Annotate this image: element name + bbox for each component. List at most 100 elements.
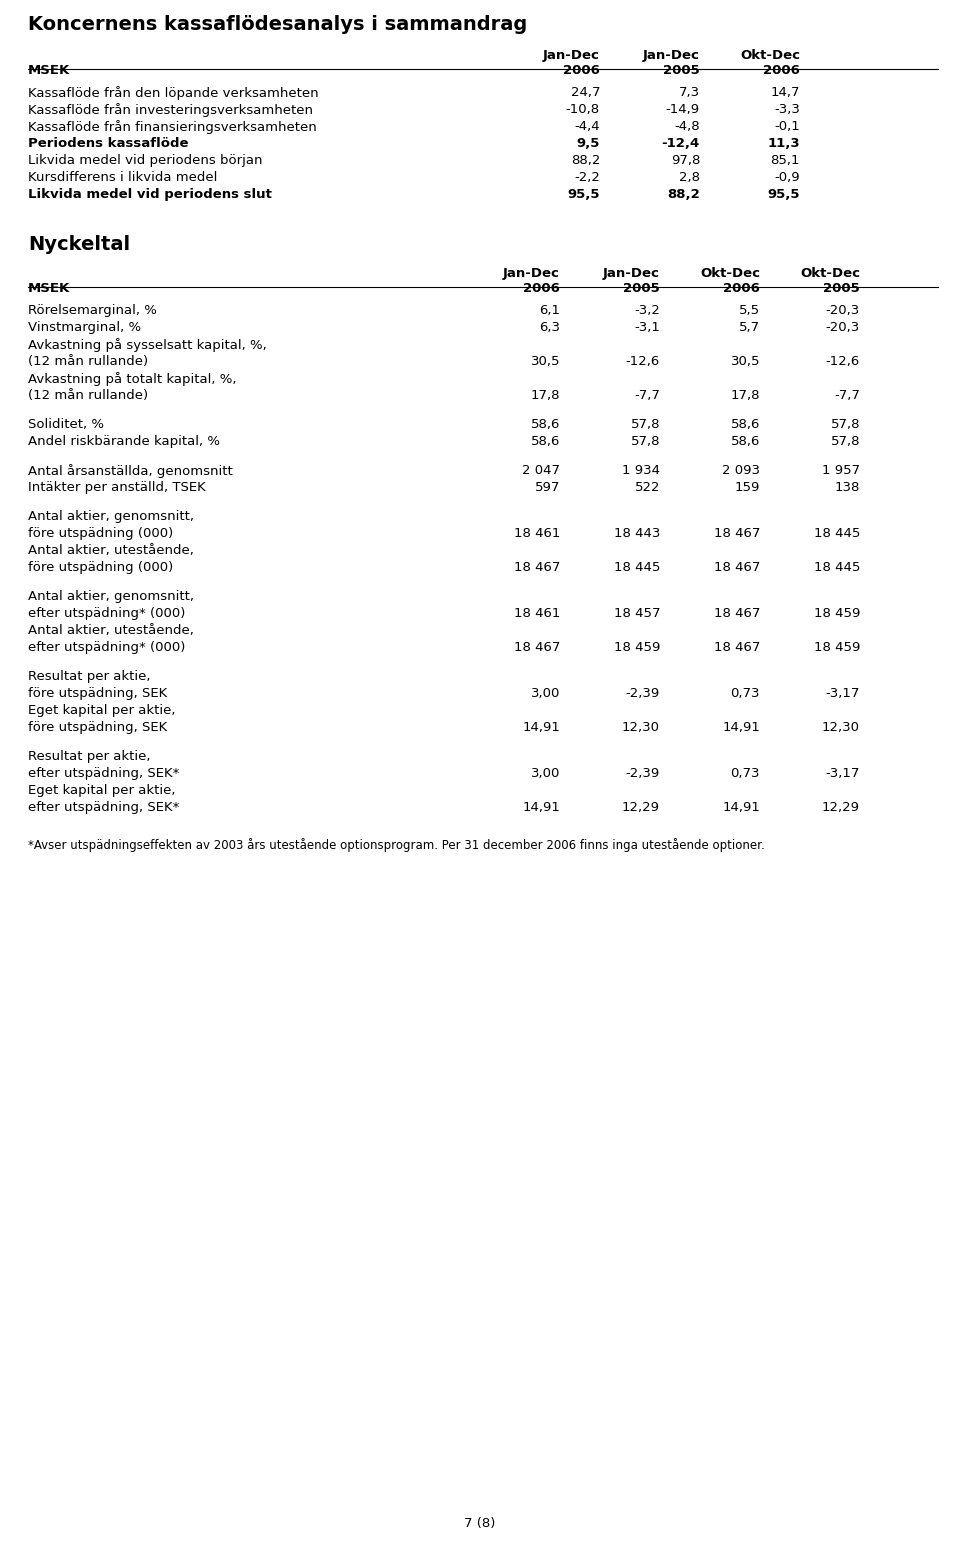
Text: Periodens kassaflöde: Periodens kassaflöde [28,136,188,150]
Text: 14,91: 14,91 [522,721,560,733]
Text: Okt-Dec: Okt-Dec [800,266,860,280]
Text: -3,17: -3,17 [826,686,860,700]
Text: -2,39: -2,39 [626,686,660,700]
Text: -14,9: -14,9 [666,103,700,116]
Text: 1 957: 1 957 [822,464,860,476]
Text: -0,1: -0,1 [775,121,800,133]
Text: -12,6: -12,6 [826,356,860,368]
Text: 18 461: 18 461 [514,606,560,621]
Text: 18 445: 18 445 [814,561,860,574]
Text: Antal årsanställda, genomsnitt: Antal årsanställda, genomsnitt [28,464,232,478]
Text: Resultat per aktie,: Resultat per aktie, [28,671,151,683]
Text: 24,7: 24,7 [570,86,600,99]
Text: före utspädning, SEK: före utspädning, SEK [28,686,167,700]
Text: 2 093: 2 093 [722,464,760,476]
Text: 58,6: 58,6 [531,418,560,431]
Text: Kursdifferens i likvida medel: Kursdifferens i likvida medel [28,171,217,183]
Text: Nyckeltal: Nyckeltal [28,235,131,254]
Text: 57,8: 57,8 [631,436,660,448]
Text: 14,91: 14,91 [722,801,760,813]
Text: Vinstmarginal, %: Vinstmarginal, % [28,321,141,334]
Text: 12,30: 12,30 [822,721,860,733]
Text: MSEK: MSEK [28,64,70,77]
Text: Okt-Dec: Okt-Dec [700,266,760,280]
Text: 30,5: 30,5 [531,356,560,368]
Text: 2006: 2006 [564,64,600,77]
Text: 57,8: 57,8 [631,418,660,431]
Text: Okt-Dec: Okt-Dec [740,49,800,63]
Text: 2006: 2006 [723,282,760,295]
Text: 18 467: 18 467 [514,561,560,574]
Text: 18 467: 18 467 [713,606,760,621]
Text: Jan-Dec: Jan-Dec [603,266,660,280]
Text: 12,29: 12,29 [622,801,660,813]
Text: 18 443: 18 443 [613,527,660,541]
Text: -3,2: -3,2 [635,304,660,317]
Text: 58,6: 58,6 [731,418,760,431]
Text: 85,1: 85,1 [771,154,800,168]
Text: efter utspädning, SEK*: efter utspädning, SEK* [28,801,180,813]
Text: 97,8: 97,8 [671,154,700,168]
Text: Kassaflöde från finansieringsverksamheten: Kassaflöde från finansieringsverksamhete… [28,121,317,133]
Text: -20,3: -20,3 [826,321,860,334]
Text: 88,2: 88,2 [570,154,600,168]
Text: 95,5: 95,5 [567,188,600,201]
Text: 12,30: 12,30 [622,721,660,733]
Text: 5,5: 5,5 [739,304,760,317]
Text: 5,7: 5,7 [739,321,760,334]
Text: 18 467: 18 467 [713,561,760,574]
Text: -20,3: -20,3 [826,304,860,317]
Text: Jan-Dec: Jan-Dec [643,49,700,63]
Text: Avkastning på sysselsatt kapital, %,: Avkastning på sysselsatt kapital, %, [28,338,267,353]
Text: 2 047: 2 047 [522,464,560,476]
Text: Avkastning på totalt kapital, %,: Avkastning på totalt kapital, %, [28,371,236,385]
Text: före utspädning (000): före utspädning (000) [28,561,173,574]
Text: före utspädning (000): före utspädning (000) [28,527,173,541]
Text: 57,8: 57,8 [830,418,860,431]
Text: 7,3: 7,3 [679,86,700,99]
Text: 138: 138 [834,481,860,494]
Text: 0,73: 0,73 [731,766,760,780]
Text: Rörelsemarginal, %: Rörelsemarginal, % [28,304,156,317]
Text: 6,3: 6,3 [539,321,560,334]
Text: Intäkter per anställd, TSEK: Intäkter per anställd, TSEK [28,481,205,494]
Text: 2005: 2005 [663,64,700,77]
Text: 11,3: 11,3 [767,136,800,150]
Text: 9,5: 9,5 [577,136,600,150]
Text: 522: 522 [635,481,660,494]
Text: -3,3: -3,3 [774,103,800,116]
Text: 12,29: 12,29 [822,801,860,813]
Text: 18 459: 18 459 [814,641,860,653]
Text: 95,5: 95,5 [767,188,800,201]
Text: *Avser utspädningseffekten av 2003 års utestående optionsprogram. Per 31 decembe: *Avser utspädningseffekten av 2003 års u… [28,838,765,852]
Text: Eget kapital per aktie,: Eget kapital per aktie, [28,784,176,798]
Text: -7,7: -7,7 [635,389,660,403]
Text: 18 457: 18 457 [613,606,660,621]
Text: 1 934: 1 934 [622,464,660,476]
Text: 7 (8): 7 (8) [465,1517,495,1529]
Text: före utspädning, SEK: före utspädning, SEK [28,721,167,733]
Text: (12 mån rullande): (12 mån rullande) [28,356,148,368]
Text: -12,6: -12,6 [626,356,660,368]
Text: 14,7: 14,7 [771,86,800,99]
Text: 18 445: 18 445 [814,527,860,541]
Text: 2005: 2005 [623,282,660,295]
Text: -12,4: -12,4 [661,136,700,150]
Text: -3,17: -3,17 [826,766,860,780]
Text: 18 459: 18 459 [814,606,860,621]
Text: Kassaflöde från investeringsverksamheten: Kassaflöde från investeringsverksamheten [28,103,313,118]
Text: 18 467: 18 467 [713,527,760,541]
Text: Antal aktier, genomsnitt,: Antal aktier, genomsnitt, [28,509,194,523]
Text: 159: 159 [734,481,760,494]
Text: -4,4: -4,4 [574,121,600,133]
Text: -10,8: -10,8 [565,103,600,116]
Text: 0,73: 0,73 [731,686,760,700]
Text: 3,00: 3,00 [531,686,560,700]
Text: 14,91: 14,91 [722,721,760,733]
Text: Resultat per aktie,: Resultat per aktie, [28,751,151,763]
Text: 597: 597 [535,481,560,494]
Text: Likvida medel vid periodens början: Likvida medel vid periodens början [28,154,262,168]
Text: 57,8: 57,8 [830,436,860,448]
Text: Antal aktier, genomsnitt,: Antal aktier, genomsnitt, [28,591,194,603]
Text: 2006: 2006 [523,282,560,295]
